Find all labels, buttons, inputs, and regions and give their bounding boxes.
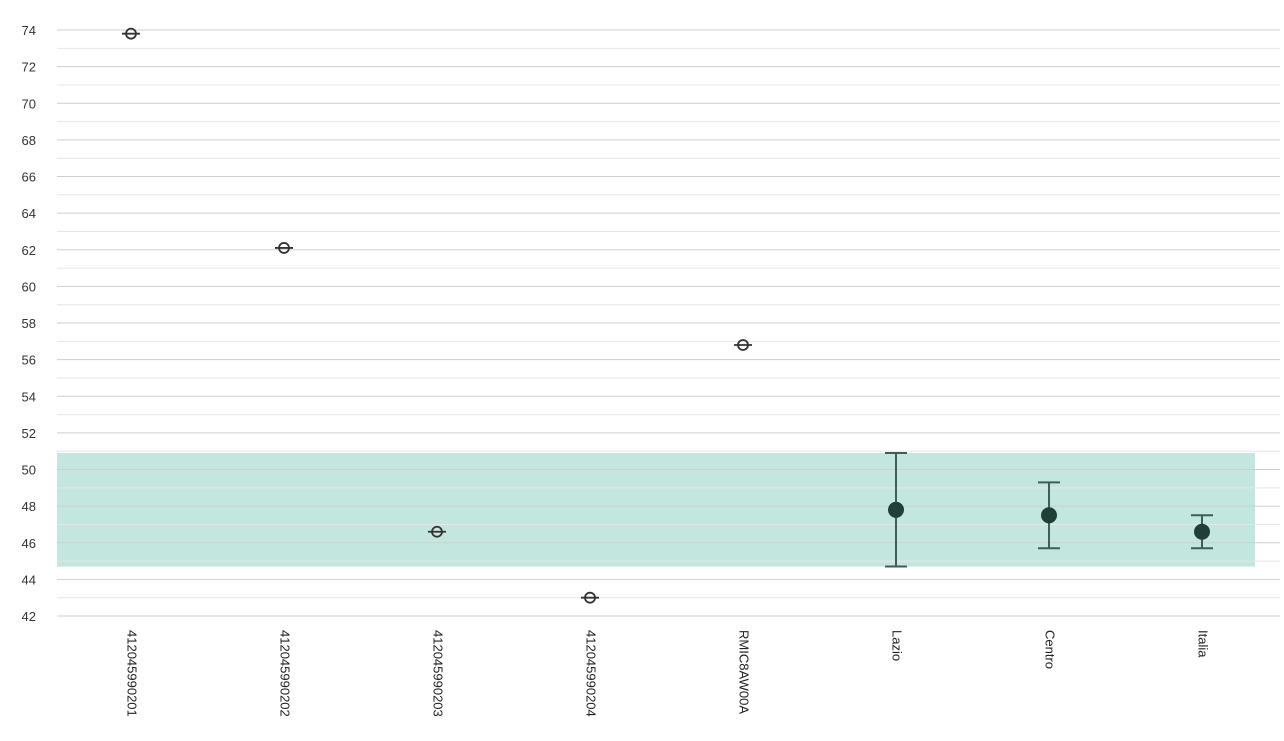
x-category-label: Lazio — [890, 630, 905, 661]
data-point-filled — [1041, 507, 1057, 524]
y-tick-label: 42 — [22, 609, 36, 624]
x-category-label: 412045990201 — [125, 630, 140, 717]
y-tick-label: 72 — [22, 60, 36, 75]
data-point-filled — [888, 501, 904, 518]
x-category-label: 412045990204 — [584, 630, 599, 717]
y-tick-label: 56 — [22, 353, 36, 368]
x-axis-category-labels: 412045990201 412045990202 412045990203 4120… — [125, 630, 1211, 717]
x-category-label: 412045990202 — [278, 630, 293, 717]
y-tick-label: 52 — [22, 426, 36, 441]
y-tick-label: 46 — [22, 536, 36, 551]
y-tick-label: 50 — [22, 463, 36, 478]
y-tick-label: 48 — [22, 499, 36, 514]
gridlines — [57, 29, 1280, 617]
y-tick-label: 68 — [22, 133, 36, 148]
y-tick-label: 54 — [22, 389, 36, 404]
y-tick-label: 58 — [22, 316, 36, 331]
reference-band — [57, 453, 1255, 567]
data-point-hollow — [734, 339, 752, 351]
y-tick-label: 62 — [22, 243, 36, 258]
x-category-label: Italia — [1196, 630, 1211, 658]
data-points — [122, 27, 1210, 604]
y-tick-label: 64 — [22, 206, 36, 221]
x-category-label: 412045990203 — [431, 630, 446, 717]
y-tick-label: 44 — [22, 572, 36, 587]
y-tick-label: 66 — [22, 170, 36, 185]
x-category-label: Centro — [1043, 630, 1058, 669]
y-tick-label: 74 — [22, 23, 36, 38]
reference-band-layer — [57, 453, 1255, 567]
x-category-label: RMIC8AW00A — [737, 630, 752, 714]
y-axis-tick-labels: 42 44 46 48 50 52 54 56 58 60 62 64 66 68 70 72 74 — [22, 23, 36, 624]
data-point-hollow — [275, 242, 293, 254]
data-point-hollow — [428, 525, 446, 538]
data-point-filled — [1194, 523, 1210, 540]
data-point-hollow — [581, 591, 599, 604]
data-point-hollow — [122, 27, 140, 40]
y-tick-label: 60 — [22, 279, 36, 294]
y-tick-label: 70 — [22, 96, 36, 111]
